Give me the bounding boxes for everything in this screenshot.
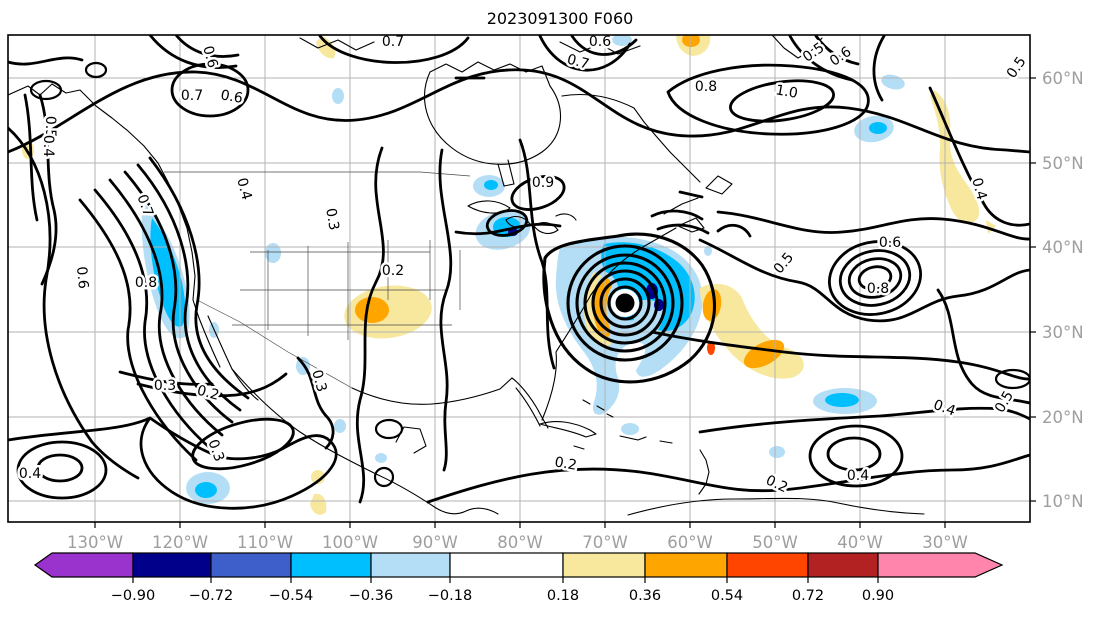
y-tick-label: 30°N: [1042, 323, 1084, 342]
contour-label: 0.3: [322, 207, 342, 232]
colorbar-band: [210, 552, 292, 578]
colorbar: −0.90 −0.72 −0.54 −0.36 −0.18 0.18 0.36 0.54 0.7…: [33, 552, 1004, 604]
y-tick-label: 50°N: [1042, 154, 1084, 173]
colorbar-ticks: [132, 577, 879, 583]
colorbar-tick-label: 0.54: [711, 588, 743, 604]
contour-label: 0.8: [135, 275, 157, 291]
colorbar-band: [726, 552, 809, 578]
colorbar-tick-label: 0.36: [629, 588, 661, 604]
y-tick-label: 10°N: [1042, 492, 1084, 511]
colorbar-left-arrow: [33, 552, 134, 578]
storm-contour-rings: [542, 232, 716, 384]
contour-label: 0.3: [308, 368, 329, 394]
contour-label: 1.0: [774, 82, 799, 102]
x-tick-label: 120°W: [152, 533, 208, 552]
contour-label: 0.4: [931, 397, 957, 420]
colorbar-tick-label: −0.72: [189, 588, 233, 604]
x-tick-label: 40°W: [837, 533, 883, 552]
contour-label: 0.4: [40, 135, 56, 157]
colorbar-band: [807, 552, 879, 578]
contour-label: 0.6: [827, 44, 854, 70]
contour-label: 0.2: [382, 263, 404, 279]
colorbar-tick-label: 0.18: [547, 588, 579, 604]
colorbar-tick-label: −0.54: [269, 588, 313, 604]
contour-label: 0.2: [763, 472, 790, 496]
contour-label: 0.8: [867, 281, 889, 297]
contour-label: 0.7: [565, 52, 591, 73]
contour-label: 0.8: [695, 79, 717, 95]
y-tick-label: 20°N: [1042, 408, 1084, 427]
map-panel: 0.7 0.60.7 0.5 0.60.8 1.00.7 0.60.50.40.60.40…: [7, 34, 1036, 528]
colorbar-tick-label: −0.90: [111, 588, 155, 604]
colorbar-band: [644, 552, 728, 578]
colorbar-band: [449, 552, 564, 578]
x-tick-label: 110°W: [237, 533, 293, 552]
lat-lon-gridlines: [8, 35, 1030, 522]
x-tick-label: 100°W: [322, 533, 378, 552]
y-axis-labels: 60°N 50°N 40°N 30°N 20°N 10°N: [1042, 69, 1084, 511]
colorbar-tick-label: −0.36: [349, 588, 393, 604]
plot-title: 2023091300 F060: [487, 9, 634, 28]
contour-label: 0.6: [879, 235, 901, 251]
colorbar-band: [132, 552, 212, 578]
contour-label: 0.5: [1004, 54, 1030, 81]
y-tick-label: 60°N: [1042, 69, 1084, 88]
contour-lines: [8, 35, 1030, 510]
x-axis-labels: 130°W 120°W 110°W 100°W 90°W 80°W 70°W 60°W 50°W…: [67, 533, 968, 552]
contour-label: 0.6: [73, 266, 91, 290]
y-tick-label: 40°N: [1042, 238, 1084, 257]
contour-label: 0.3: [204, 437, 227, 463]
contour-label: 0.4: [233, 176, 254, 202]
map-border: [7, 34, 1031, 523]
x-tick-label: 50°W: [752, 533, 798, 552]
contour-label: 0.3: [154, 378, 176, 394]
contour-label: 0.2: [195, 383, 221, 404]
x-tick-label: 70°W: [582, 533, 628, 552]
x-tick-label: 130°W: [67, 533, 123, 552]
x-tick-label: 30°W: [922, 533, 968, 552]
contour-label: 0.7: [382, 34, 404, 50]
x-tick-label: 60°W: [667, 533, 713, 552]
colorbar-band: [370, 552, 451, 578]
colorbar-segments: [33, 552, 1004, 578]
axis-tick-marks: [94, 77, 1036, 528]
atlantic-bullseye-rings: [827, 240, 923, 316]
colorbar-band: [290, 552, 372, 578]
contour-label: 0.4: [19, 466, 41, 482]
contour-label: 0.7: [181, 88, 203, 104]
colorbar-tick-label: 0.90: [862, 588, 894, 604]
contour-label: 0.6: [589, 34, 611, 50]
x-tick-label: 90°W: [412, 533, 458, 552]
contour-label: 0.4: [847, 468, 869, 484]
x-tick-label: 80°W: [497, 533, 543, 552]
colorbar-tick-label: −0.18: [428, 588, 472, 604]
colorbar-band: [562, 552, 646, 578]
colorbar-tick-labels: −0.90 −0.72 −0.54 −0.36 −0.18 0.18 0.36 0.54 0.7…: [111, 588, 894, 604]
contour-label: 0.6: [219, 87, 244, 107]
colorbar-tick-label: 0.72: [792, 588, 824, 604]
storm-center-marker: [611, 289, 639, 317]
contour-label: 0.5: [42, 116, 58, 138]
colorbar-right-arrow: [877, 552, 1004, 578]
contour-labels: 0.7 0.60.7 0.5 0.60.8 1.00.7 0.60.50.40.60.40…: [16, 34, 1030, 499]
contour-label: 0.9: [532, 175, 554, 191]
